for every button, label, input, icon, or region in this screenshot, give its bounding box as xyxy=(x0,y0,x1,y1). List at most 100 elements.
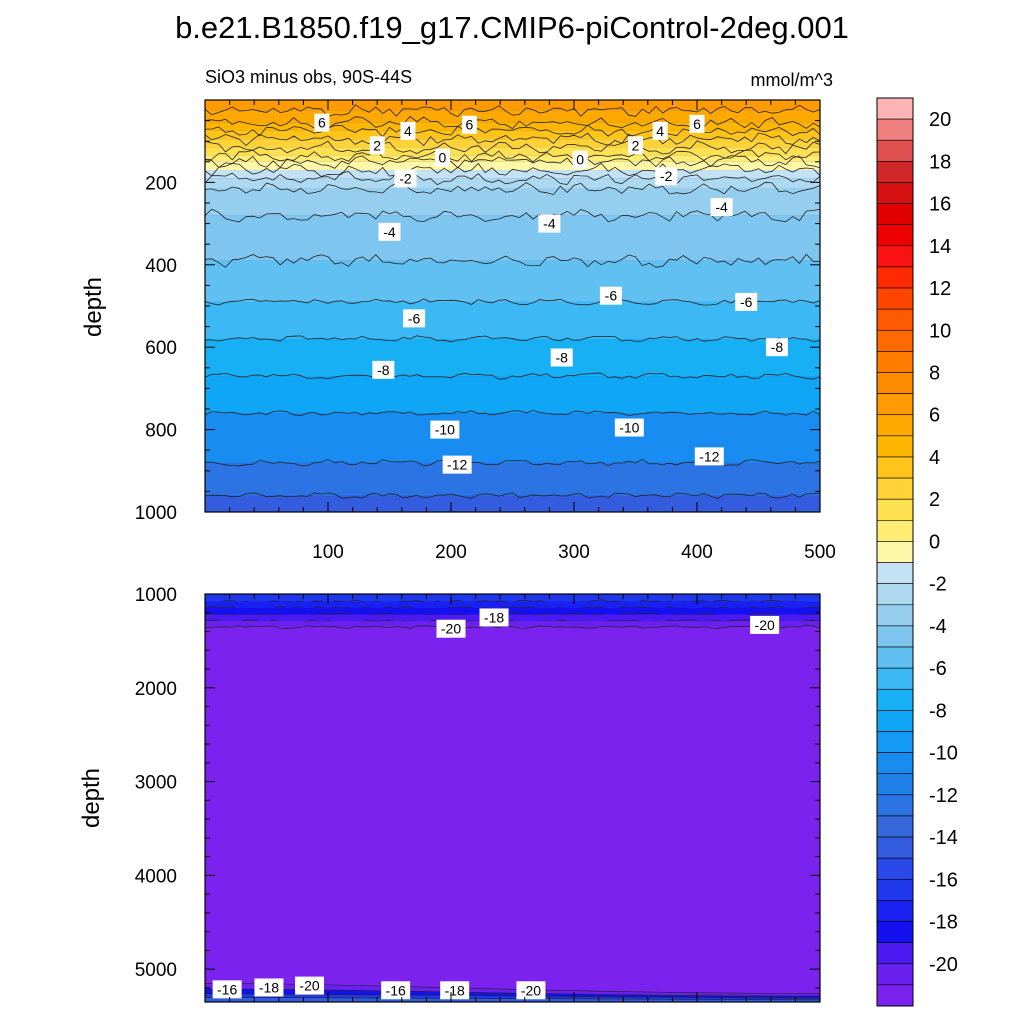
lower-contour-label: -18 xyxy=(479,608,509,627)
colorbar-tick-label: 0 xyxy=(929,531,940,553)
upper-y-tick-label: 400 xyxy=(145,256,177,277)
lower-contour-label: -18 xyxy=(254,978,284,997)
colorbar-tick-label: 16 xyxy=(929,194,951,216)
colorbar-swatch xyxy=(876,477,914,500)
upper-contour-label-bg xyxy=(442,455,472,474)
upper-contour-label-text: -12 xyxy=(447,457,467,473)
upper-contour-label-text: 2 xyxy=(373,137,381,153)
colorbar: 20181614121086420-2-4-6-8-10-12-14-16-18… xyxy=(876,97,958,1007)
colorbar-tick-label: 20 xyxy=(929,109,951,131)
upper-band xyxy=(205,139,820,148)
lower-contour-label: -16 xyxy=(381,981,411,1000)
upper-y-tick-label: 800 xyxy=(145,421,177,442)
colorbar-swatch xyxy=(876,773,914,796)
lower-contour-label-bg xyxy=(750,615,780,634)
colorbar-tick-label: 2 xyxy=(929,489,940,511)
upper-contour-label-bg xyxy=(369,136,385,155)
upper-contour-label: -4 xyxy=(710,198,733,217)
colorbar-tick-label: 14 xyxy=(929,236,951,258)
upper-contour-label-bg xyxy=(765,338,788,357)
upper-contour-label: -12 xyxy=(442,455,472,474)
upper-band xyxy=(205,170,820,179)
upper-band xyxy=(205,110,820,123)
upper-contour-label-text: 4 xyxy=(656,123,664,139)
colorbar-swatch xyxy=(876,329,914,352)
upper-contour-label-bg xyxy=(434,148,450,167)
colorbar-tick-label: 8 xyxy=(929,363,940,385)
upper-band xyxy=(205,122,820,131)
colorbar-tick-label: -14 xyxy=(929,827,958,849)
colorbar-tick-label: -2 xyxy=(929,574,947,596)
upper-contour-panel: 64 6 4 62 20 0-2 -2-4-4-4-6-6 -6-8-8-8-10 -10-12… xyxy=(135,99,836,563)
upper-band xyxy=(205,413,820,463)
colorbar-swatch xyxy=(876,688,914,711)
upper-contour-label: -2 xyxy=(394,169,417,188)
colorbar-tick-label: 18 xyxy=(929,151,951,173)
lower-contour-label-bg xyxy=(436,619,466,638)
upper-contour-label-bg xyxy=(378,222,401,241)
colorbar-swatch xyxy=(876,984,914,1007)
upper-contour-label-text: -8 xyxy=(771,339,784,355)
upper-contour-label-bg xyxy=(461,115,477,134)
upper-band xyxy=(205,260,820,302)
colorbar-swatch xyxy=(876,667,914,690)
colorbar-tick-label: 4 xyxy=(929,447,940,469)
lower-y-axis-label: depth xyxy=(78,768,105,828)
colorbar-tick-label: 10 xyxy=(929,320,951,342)
upper-contour-label-bg xyxy=(735,292,758,311)
upper-contour-label: -4 xyxy=(538,214,561,233)
upper-contour-line xyxy=(204,208,821,223)
upper-contour-line xyxy=(204,104,821,118)
colorbar-swatch xyxy=(876,245,914,268)
upper-band xyxy=(205,301,820,339)
colorbar-swatch xyxy=(876,435,914,458)
upper-contour-line xyxy=(204,162,821,177)
colorbar-swatch xyxy=(876,139,914,162)
upper-contour-label-text: 2 xyxy=(632,137,640,153)
upper-contour-label: 4 xyxy=(400,121,416,140)
lower-contour-panel: -18 -20 -20 -16 -18 -20 -16 -18 -20 1000 2000 3000 4… xyxy=(135,585,821,1003)
colorbar-swatch xyxy=(876,182,914,204)
upper-contour-label-bg xyxy=(694,447,724,466)
colorbar-swatch xyxy=(876,266,914,289)
upper-contour-label-bg xyxy=(572,150,588,169)
upper-x-tick-label: 200 xyxy=(435,542,467,563)
upper-band xyxy=(205,100,820,111)
upper-contour-label: -8 xyxy=(765,338,788,357)
upper-contour-line xyxy=(204,181,821,196)
lower-contour-line xyxy=(205,624,821,629)
lower-contour-label-text: -20 xyxy=(755,617,775,633)
lower-contour-label: -18 xyxy=(440,981,470,1000)
colorbar-tick-label: -18 xyxy=(929,912,958,934)
upper-contour-label: -6 xyxy=(735,292,758,311)
lower-contour-label: -16 xyxy=(212,980,242,999)
upper-contour-label-text: 6 xyxy=(693,116,701,132)
upper-contour-line xyxy=(204,409,821,417)
lower-contour-label-text: -20 xyxy=(441,621,461,637)
upper-band xyxy=(205,376,820,414)
colorbar-swatch xyxy=(876,161,914,183)
upper-contour-label-text: 4 xyxy=(404,123,412,139)
colorbar-swatch xyxy=(876,921,914,943)
upper-contour-label: 4 xyxy=(652,121,668,140)
colorbar-swatch xyxy=(876,731,914,753)
colorbar-swatch xyxy=(876,879,914,901)
upper-contour-label: -10 xyxy=(430,420,460,439)
colorbar-swatch xyxy=(876,498,914,521)
upper-contour-label-bg xyxy=(314,113,330,132)
lower-y-tick-label: 4000 xyxy=(135,866,177,887)
lower-contour-label: -20 xyxy=(516,981,546,1000)
colorbar-swatch xyxy=(876,414,914,437)
colorbar-swatch xyxy=(876,308,914,331)
upper-contour-line xyxy=(204,140,821,155)
upper-contour-label: 6 xyxy=(314,113,330,132)
upper-contour-label-bg xyxy=(550,348,573,367)
lower-top-band xyxy=(205,608,820,615)
upper-contour-label: 2 xyxy=(628,136,643,155)
colorbar-swatch xyxy=(876,625,914,648)
colorbar-swatch xyxy=(876,836,914,859)
upper-contour-label-bg xyxy=(394,169,417,188)
upper-contour-line xyxy=(204,124,821,138)
upper-contour-line xyxy=(204,155,821,169)
units-label: mmol/m^3 xyxy=(751,70,833,90)
